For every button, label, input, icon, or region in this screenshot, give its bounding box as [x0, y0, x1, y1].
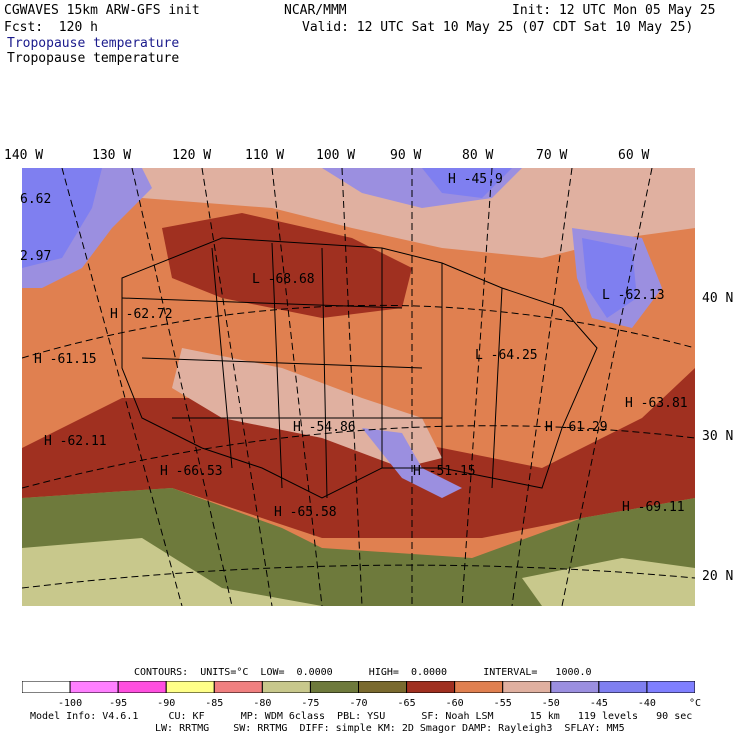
- lon-label: 80 W: [462, 148, 494, 163]
- legend-label: -65: [397, 698, 416, 709]
- legend-swatch: [598, 681, 648, 693]
- lon-label: 140 W: [4, 148, 44, 163]
- lat-label: 20 N: [702, 569, 734, 584]
- tropopause-temperature-map: [22, 168, 695, 606]
- extremum-label: H -62.72: [110, 307, 173, 322]
- legend-swatch: [22, 681, 71, 693]
- color-legend: [22, 681, 695, 693]
- legend-swatch: [550, 681, 600, 693]
- legend-swatch: [165, 681, 215, 693]
- legend-label: -40: [637, 698, 656, 709]
- legend-swatch: [454, 681, 504, 693]
- lon-label: 100 W: [316, 148, 356, 163]
- legend-swatch: [69, 681, 119, 693]
- lat-label: 30 N: [702, 429, 734, 444]
- extremum-label: 2.97: [20, 249, 52, 264]
- field-title-1: Tropopause temperature: [7, 36, 180, 51]
- legend-label: -85: [205, 698, 224, 709]
- extremum-label: L -62.13: [602, 288, 665, 303]
- field-region-minus50-gulf: [362, 428, 462, 498]
- field-region-minus75: [22, 538, 322, 606]
- physics-info: LW: RRTMG SW: RRTMG DIFF: simple KM: 2D …: [155, 723, 625, 734]
- field-region-minus75-east: [522, 558, 695, 606]
- extremum-label: H -63.81: [625, 396, 688, 411]
- legend-swatch: [406, 681, 456, 693]
- extremum-label: H -69.11: [622, 500, 685, 515]
- lon-label: 90 W: [390, 148, 422, 163]
- extremum-label: H -65.58: [274, 505, 337, 520]
- legend-swatch: [358, 681, 408, 693]
- legend-label: -95: [109, 698, 128, 709]
- legend-label: -60: [445, 698, 464, 709]
- center-label: NCAR/MMM: [284, 3, 347, 18]
- political-boundaries: [121, 237, 598, 499]
- legend-label: -80: [253, 698, 272, 709]
- field-region-minus65-north: [162, 213, 412, 318]
- legend-label: -55: [493, 698, 512, 709]
- extremum-label: H -61.29: [545, 420, 608, 435]
- lon-label: 110 W: [245, 148, 285, 163]
- lon-label: 60 W: [618, 148, 650, 163]
- graticule: [22, 168, 695, 606]
- extremum-label: L -68.68: [252, 272, 315, 287]
- extremum-label: H -62.11: [44, 434, 107, 449]
- field-title-2: Tropopause temperature: [7, 51, 180, 66]
- legend-label: -70: [349, 698, 368, 709]
- init-time: Init: 12 UTC Mon 05 May 25: [512, 3, 716, 18]
- field-region-minus45: [22, 168, 102, 268]
- field-region-minus55: [22, 168, 695, 258]
- legend-swatch: [261, 681, 311, 693]
- legend-swatch: [646, 681, 695, 693]
- legend-label: °C: [688, 698, 702, 709]
- legend-label: -45: [589, 698, 608, 709]
- legend-label: -50: [541, 698, 560, 709]
- contours-info: CONTOURS: UNITS=°C LOW= 0.0000 HIGH= 0.0…: [134, 667, 592, 678]
- forecast-hour: Fcst: 120 h: [4, 20, 98, 35]
- model-title: CGWAVES 15km ARW-GFS init: [4, 3, 200, 18]
- extremum-label: H -54.86: [293, 420, 356, 435]
- legend-label: -100: [58, 698, 83, 709]
- model-info: Model Info: V4.6.1 CU: KF MP: WDM 6class…: [30, 711, 693, 722]
- legend-label: -90: [157, 698, 176, 709]
- lon-label: 130 W: [92, 148, 132, 163]
- lon-label: 70 W: [536, 148, 568, 163]
- extremum-label: H -61.15: [34, 352, 97, 367]
- extremum-label: H -45.9: [448, 172, 503, 187]
- extremum-label: 6.62: [20, 192, 52, 207]
- lat-label: 40 N: [702, 291, 734, 306]
- extremum-label: H -66.53: [160, 464, 223, 479]
- legend-swatch: [117, 681, 167, 693]
- field-region-minus45-east: [582, 238, 637, 318]
- legend-label: -75: [301, 698, 320, 709]
- legend-swatch: [309, 681, 359, 693]
- field-region-minus45-north: [422, 168, 512, 198]
- legend-swatch: [213, 681, 263, 693]
- lon-label: 120 W: [172, 148, 212, 163]
- extremum-label: L -64.25: [475, 348, 538, 363]
- extremum-label: H -51.15: [413, 464, 476, 479]
- legend-swatch: [502, 681, 552, 693]
- valid-time: Valid: 12 UTC Sat 10 May 25 (07 CDT Sat …: [302, 20, 694, 35]
